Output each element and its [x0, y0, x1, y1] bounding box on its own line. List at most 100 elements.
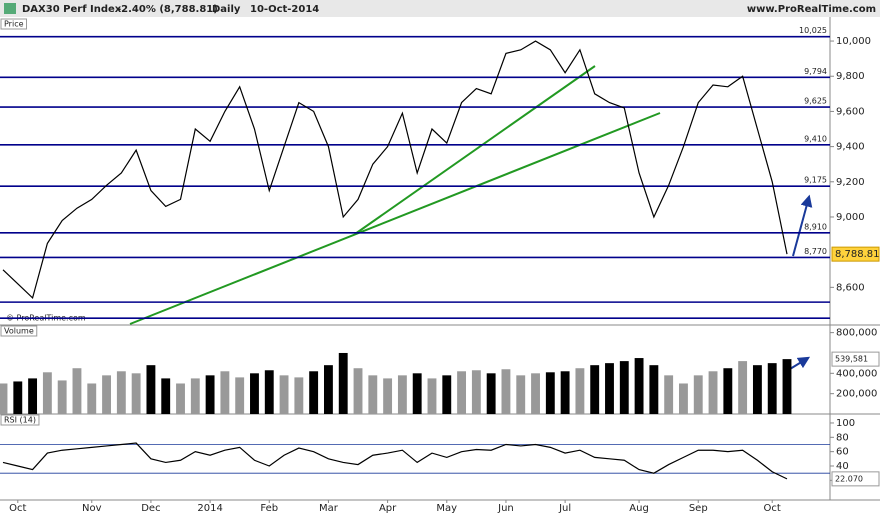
volume-bar [264, 370, 274, 414]
volume-bar [516, 375, 526, 414]
series-line [2, 442, 788, 480]
header-date: 10-Oct-2014 [250, 4, 319, 15]
y-tick-label: 100 [836, 418, 855, 429]
x-tick-label: Dec [141, 503, 160, 514]
header-change: -2.40% (8,788.81) [117, 4, 218, 15]
volume-bar [605, 363, 614, 414]
x-tick-label: 2014 [197, 503, 222, 514]
volume-bar [323, 365, 333, 414]
y-tick-label: 800,000 [836, 328, 877, 339]
volume-bar [338, 352, 348, 414]
header-period: Daily [212, 4, 241, 15]
panel-label-box [0, 325, 38, 337]
volume-bar [368, 375, 378, 414]
volume-bar [116, 371, 126, 414]
volume-bar [427, 378, 437, 414]
panel-label: Volume [4, 327, 34, 336]
x-tick-label: Jun [497, 503, 514, 514]
last-value-tag [831, 471, 880, 487]
volume-bar [161, 378, 171, 414]
x-tick-label: Nov [82, 503, 102, 514]
volume-bar [723, 368, 733, 414]
volume-bar [560, 371, 570, 414]
level-label: 9,794 [804, 67, 827, 76]
volume-bar [412, 373, 422, 414]
x-tick-label: Mar [319, 503, 339, 514]
header-title: DAX30 Perf Index [22, 4, 122, 15]
volume-bar [13, 381, 23, 414]
volume-bar [190, 378, 200, 414]
volume-bar [353, 368, 363, 414]
volume-bar [235, 377, 245, 414]
volume-bar [205, 375, 215, 414]
y-tick-label: 200,000 [836, 389, 877, 400]
volume-bar [708, 371, 718, 414]
volume-bar [767, 363, 777, 414]
volume-bar [28, 378, 38, 414]
arrow [789, 356, 811, 370]
header-bar [0, 0, 880, 17]
x-tick-label: Aug [629, 503, 649, 514]
volume-bar [619, 361, 629, 414]
level-label: 8,910 [804, 222, 827, 231]
level-label: 10,025 [799, 26, 827, 35]
y-tick-label: 9,400 [836, 142, 865, 153]
panel-label-box [0, 18, 28, 30]
header-site: www.ProRealTime.com [747, 4, 876, 15]
volume-bar [471, 370, 481, 414]
volume-bar [590, 365, 600, 414]
volume-bar [486, 373, 496, 414]
last-value-label: 539,581 [835, 355, 868, 364]
volume-bar [782, 359, 792, 414]
volume-bar [131, 373, 141, 414]
y-tick-label: 9,000 [836, 212, 865, 223]
x-tick-label: Apr [379, 503, 397, 514]
volume-bar [649, 365, 659, 414]
volume-bar [679, 383, 688, 414]
panel-label: Price [4, 20, 24, 29]
level-label: 9,410 [804, 134, 827, 143]
y-tick-label: 9,200 [836, 177, 865, 188]
volume-bar [738, 361, 748, 414]
volume-bar [634, 358, 644, 414]
header-icon [4, 3, 16, 14]
last-value-tag [831, 351, 880, 367]
volume-bar [42, 372, 52, 414]
volume-bar [442, 375, 452, 414]
y-tick-label: 8,600 [836, 282, 865, 293]
trend-line [129, 112, 661, 325]
level-label: 8,770 [804, 247, 827, 256]
volume-bar [57, 380, 67, 414]
volume-bar [87, 383, 97, 414]
y-tick-label: 80 [836, 432, 849, 443]
trend-line [354, 65, 596, 235]
volume-bar [220, 371, 230, 414]
x-tick-label: Oct [9, 503, 26, 514]
volume-bar [693, 375, 703, 414]
y-tick-label: 10,000 [836, 36, 871, 47]
last-value-tag [831, 246, 880, 262]
volume-bar [457, 371, 467, 414]
volume-bar [664, 375, 674, 414]
panel-label-box [0, 414, 40, 426]
x-tick-label: Feb [260, 503, 278, 514]
volume-bar [102, 375, 111, 414]
volume-bar [575, 368, 585, 414]
volume-bar [501, 369, 511, 414]
volume-bar [146, 365, 156, 414]
last-value-label: 8,788.81 [835, 249, 880, 260]
volume-bar [294, 377, 304, 414]
volume-bar [309, 371, 319, 414]
y-tick-label: 9,600 [836, 106, 865, 117]
volume-bar [752, 365, 762, 414]
level-label: 9,625 [804, 97, 827, 106]
volume-bar [383, 378, 393, 414]
y-tick-label: 400,000 [836, 368, 877, 379]
series-line [2, 40, 788, 300]
volume-bar [531, 373, 540, 414]
volume-bar [545, 372, 555, 414]
volume-bar [250, 373, 259, 414]
y-tick-label: 60 [836, 447, 849, 458]
volume-bar [279, 375, 289, 414]
